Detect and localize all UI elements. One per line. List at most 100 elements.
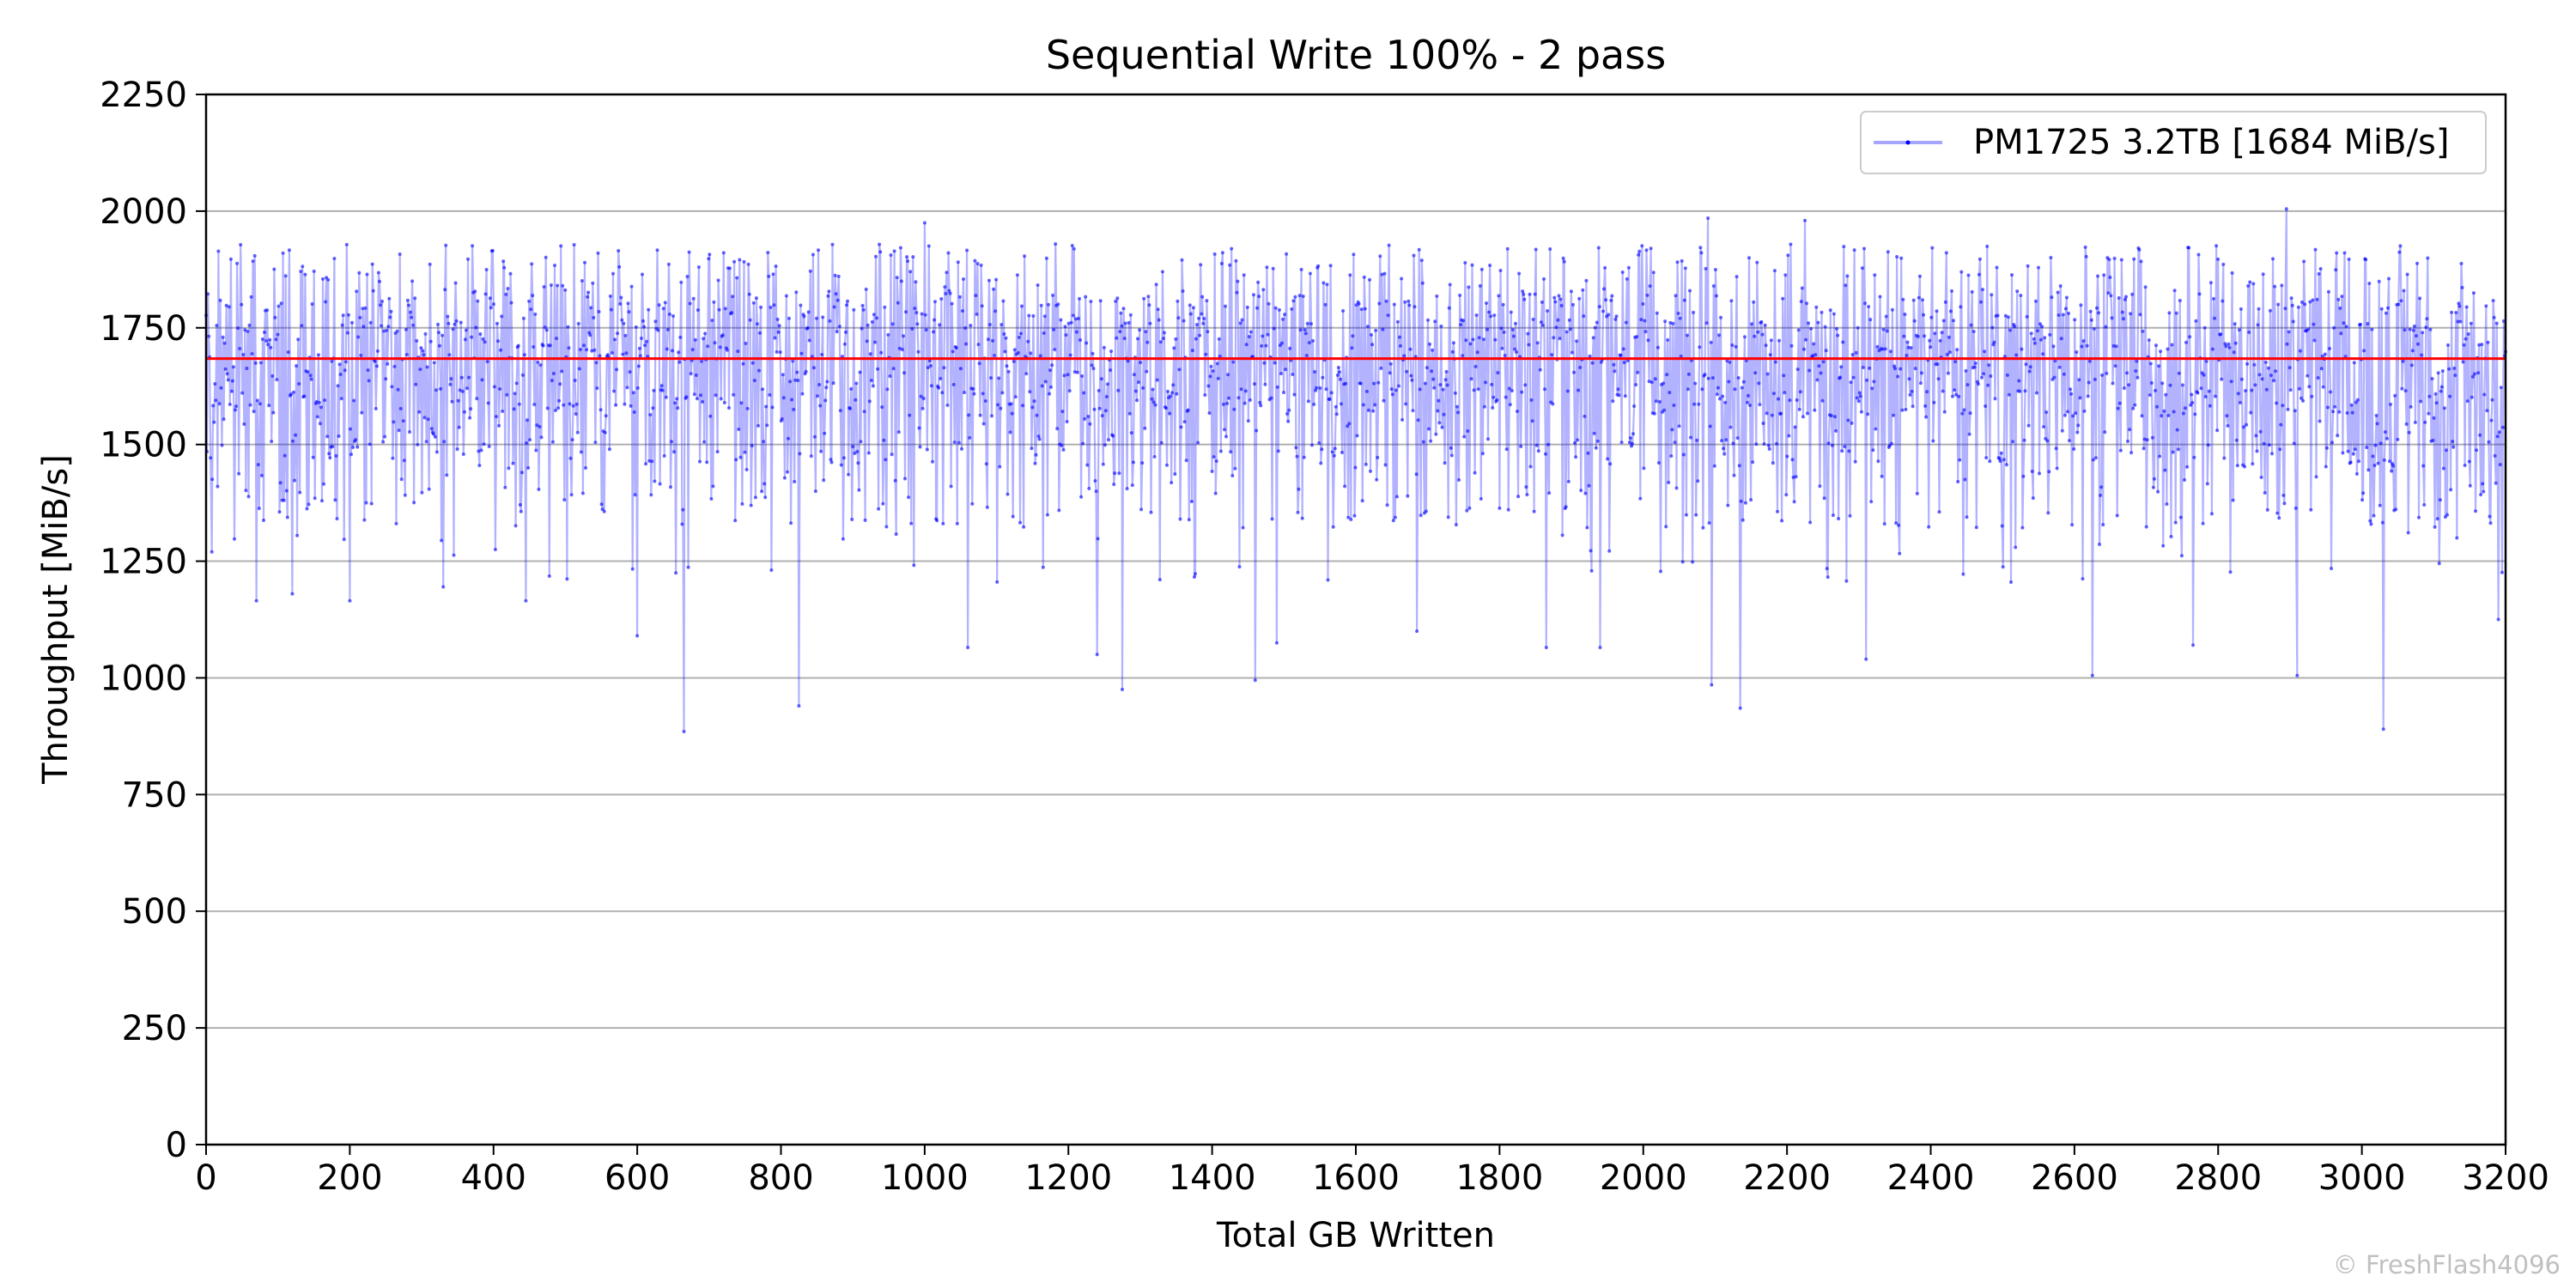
data-point [2460, 286, 2464, 289]
data-point [854, 381, 859, 386]
data-point [780, 416, 784, 421]
data-point [1534, 443, 1539, 447]
data-point [717, 307, 721, 312]
data-point [1480, 452, 1485, 456]
data-point [1522, 292, 1526, 296]
data-point [267, 404, 271, 408]
data-point [1070, 244, 1074, 247]
data-point [1675, 260, 1680, 264]
data-point [879, 350, 884, 355]
data-point [645, 339, 649, 343]
data-point [1730, 343, 1735, 347]
data-point [382, 329, 386, 333]
data-point [2270, 452, 2274, 456]
data-point [1284, 368, 1288, 372]
data-point [2097, 311, 2100, 315]
data-point [2337, 410, 2342, 414]
data-point [811, 366, 816, 370]
data-point [851, 445, 855, 449]
data-point [793, 378, 798, 382]
data-point [2117, 296, 2121, 300]
data-point [2164, 392, 2168, 397]
data-point [1589, 549, 1593, 553]
data-point [912, 563, 916, 568]
data-point [1899, 256, 1904, 260]
data-point [520, 373, 525, 377]
data-point [599, 502, 604, 507]
data-point [345, 331, 349, 335]
data-point [1376, 380, 1381, 385]
data-point [1834, 428, 1838, 433]
data-point [2069, 387, 2072, 392]
data-point [1301, 295, 1305, 298]
data-point [1246, 419, 1250, 423]
data-point [1101, 462, 1105, 466]
data-point [2472, 372, 2476, 376]
data-point [1436, 409, 1440, 413]
data-point [263, 331, 266, 334]
data-point [380, 299, 384, 303]
data-point [562, 498, 567, 502]
data-point [2099, 485, 2104, 489]
data-point [1609, 298, 1613, 302]
data-point [1137, 380, 1140, 385]
data-point [2441, 466, 2445, 471]
data-point [485, 360, 489, 364]
data-point [1052, 327, 1056, 331]
y-tick-label-250: 250 [122, 1009, 187, 1048]
data-point [1793, 425, 1797, 429]
data-point [1009, 402, 1013, 406]
data-point [685, 275, 690, 278]
data-point [1077, 317, 1080, 320]
data-point [1906, 345, 1911, 349]
data-point [1732, 473, 1736, 477]
data-point [837, 325, 841, 329]
data-point [1018, 520, 1022, 525]
data-point [550, 379, 554, 383]
data-point [2073, 318, 2077, 322]
data-point [538, 425, 542, 428]
data-point [1303, 328, 1307, 331]
data-point [2355, 398, 2360, 402]
data-point [721, 251, 726, 255]
data-point [1842, 245, 1846, 249]
data-point [575, 430, 580, 434]
data-point [2420, 353, 2424, 357]
data-point [1245, 305, 1249, 309]
data-point [819, 449, 823, 453]
data-point [1552, 336, 1556, 340]
data-point [1454, 523, 1458, 527]
data-point [1161, 337, 1165, 341]
data-point [738, 258, 742, 262]
data-point [2168, 383, 2172, 387]
data-point [933, 318, 936, 322]
data-point [332, 257, 337, 260]
data-point [709, 497, 714, 501]
data-point [1388, 361, 1393, 366]
data-point [252, 253, 257, 258]
data-point [1329, 391, 1334, 395]
data-point [1408, 347, 1413, 351]
data-point [692, 392, 696, 397]
data-point [1784, 493, 1789, 497]
data-point [1082, 391, 1086, 395]
data-point [1755, 260, 1759, 264]
data-point [1303, 331, 1308, 336]
data-point [457, 425, 461, 429]
data-point [719, 397, 723, 401]
data-point [2081, 339, 2086, 343]
data-point [1937, 510, 1941, 514]
data-point [2134, 369, 2138, 373]
data-point [1424, 509, 1428, 513]
data-point [720, 333, 725, 337]
data-point [894, 532, 898, 537]
data-point [1528, 292, 1532, 296]
data-point [885, 387, 890, 392]
data-point [1764, 343, 1768, 348]
data-point [1568, 327, 1572, 331]
data-point [2156, 489, 2160, 494]
data-point [461, 453, 465, 456]
data-point [1567, 318, 1571, 322]
data-point [1504, 447, 1509, 452]
